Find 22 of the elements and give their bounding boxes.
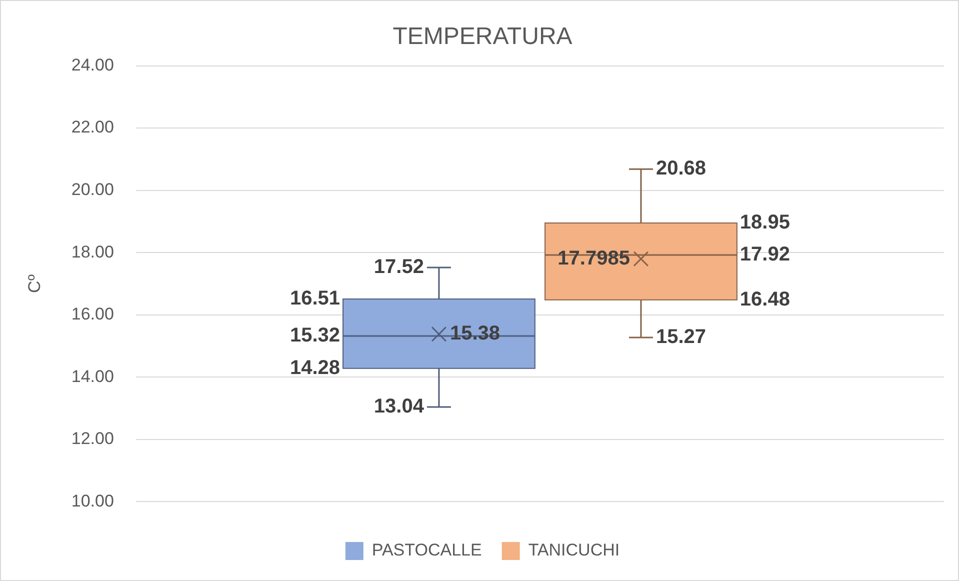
legend-label: PASTOCALLE [372, 540, 482, 560]
annotation: 13.04 [374, 395, 425, 418]
legend-label: TANICUCHI [528, 540, 620, 560]
annotation: 15.32 [290, 324, 340, 347]
annotation: 17.52 [374, 256, 424, 278]
annotation: 14.28 [290, 356, 340, 379]
y-tick-label: 24.00 [71, 55, 114, 74]
y-axis-title: Cº [24, 274, 44, 293]
annotation: 16.48 [740, 288, 790, 310]
y-tick-label: 12.00 [71, 429, 114, 448]
y-tick-label: 10.00 [71, 491, 114, 510]
y-tick-label: 14.00 [71, 366, 114, 386]
annotation: 20.68 [656, 158, 706, 180]
annotation: 18.95 [740, 212, 790, 234]
y-tick-label: 20.00 [71, 180, 114, 199]
y-tick-label: 18.00 [71, 242, 114, 262]
annotation: 15.27 [656, 326, 706, 348]
chart-title: TEMPERATURA [392, 23, 572, 50]
y-tick-label: 22.00 [71, 118, 114, 137]
annotation: 17.92 [740, 244, 790, 266]
annotation: 16.51 [290, 287, 340, 310]
y-tick-label: 16.00 [71, 304, 114, 324]
